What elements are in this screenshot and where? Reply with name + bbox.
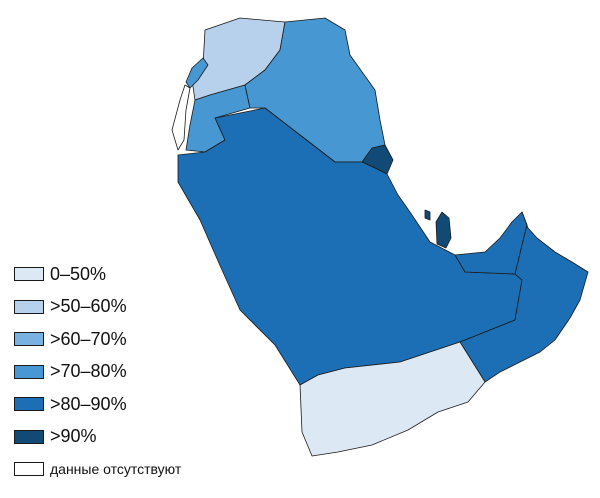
legend-swatch <box>14 332 44 347</box>
region-israel-palestine <box>171 84 191 151</box>
legend-item-0-50: 0–50% <box>14 258 181 291</box>
legend-item-90plus: >90% <box>14 421 181 454</box>
legend-label: >60–70% <box>50 328 127 349</box>
region-oman <box>459 211 589 383</box>
legend-item-50-60: >50–60% <box>14 291 181 324</box>
legend-swatch <box>14 299 44 314</box>
legend-label: 0–50% <box>50 263 107 284</box>
legend-item-no-data: данные отсутствуют <box>14 453 181 486</box>
legend-label: >50–60% <box>50 296 127 317</box>
legend-item-80-90: >80–90% <box>14 388 181 421</box>
region-lebanon <box>185 57 209 89</box>
region-uae <box>454 211 528 275</box>
legend-swatch <box>14 267 44 282</box>
legend-item-60-70: >60–70% <box>14 323 181 356</box>
legend-swatch <box>14 429 44 444</box>
map-legend: 0–50% >50–60% >60–70% >70–80% >80–90% >9… <box>14 258 181 486</box>
legend-item-70-80: >70–80% <box>14 356 181 389</box>
legend-swatch <box>14 397 44 412</box>
region-bahrain <box>424 209 431 221</box>
legend-label: данные отсутствуют <box>50 461 182 478</box>
legend-swatch <box>14 462 44 477</box>
legend-swatch <box>14 364 44 379</box>
legend-label: >80–90% <box>50 393 127 414</box>
legend-label: >90% <box>50 426 97 447</box>
legend-label: >70–80% <box>50 361 127 382</box>
region-qatar <box>435 211 452 249</box>
region-yemen <box>299 341 486 457</box>
